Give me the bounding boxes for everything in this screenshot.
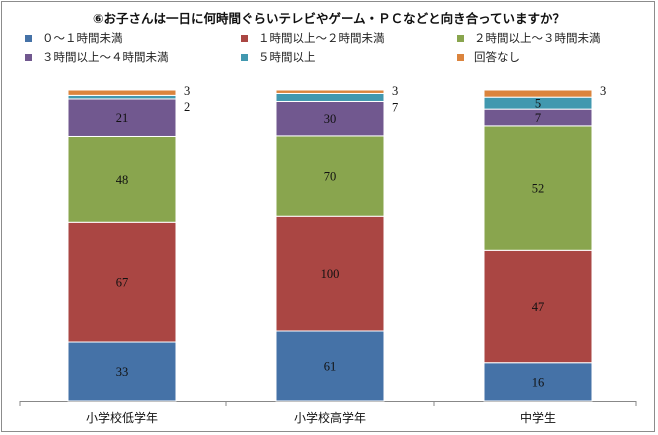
data-label: 21 [116, 111, 129, 125]
legend-swatch [457, 53, 464, 61]
legend-swatch [241, 53, 248, 61]
legend-swatch [457, 34, 464, 42]
data-label: 16 [532, 375, 545, 389]
legend-item-0-1h: ０～１時間未満 [25, 30, 123, 46]
data-label: 48 [116, 173, 129, 187]
legend-item-3-4h: ３時間以上～４時間未満 [25, 49, 169, 65]
legend-label: １時間以上～２時間未満 [258, 31, 385, 45]
data-label: 33 [116, 365, 129, 379]
data-label: 3 [184, 84, 190, 98]
legend-item-2-3h: ２時間以上～３時間未満 [457, 30, 601, 46]
bar-segment [67, 89, 177, 96]
data-label: 30 [324, 112, 337, 126]
data-label: 2 [184, 100, 190, 114]
legend-label: ３時間以上～４時間未満 [42, 50, 169, 64]
chart-title: ⑥お子さんは一日に何時間ぐらいテレビやゲーム・ＰＣなどと向き合っていますか？ [92, 11, 566, 26]
legend-swatch [25, 34, 32, 42]
bar-segment [67, 98, 177, 137]
category-label: 中学生 [520, 410, 556, 425]
legend-label: ２時間以上～３時間未満 [474, 31, 601, 45]
data-label: 100 [321, 267, 340, 281]
data-label: 5 [535, 97, 541, 111]
data-label: 52 [532, 182, 545, 196]
data-label: 47 [532, 300, 545, 314]
bar-segment [67, 135, 177, 223]
legend-item-1-2h: １時間以上～２時間未満 [241, 30, 385, 46]
bar-segment [275, 135, 385, 217]
legend-swatch [241, 34, 248, 42]
bar-segment [275, 100, 385, 137]
category-label: 小学校低学年 [86, 410, 158, 425]
category-label: 小学校高学年 [294, 410, 366, 425]
data-label: 61 [324, 359, 337, 373]
legend-item-5h-plus: ５時間以上 [241, 49, 316, 65]
legend-label: ５時間以上 [258, 50, 316, 64]
bar-segment [67, 221, 177, 343]
legend-item-no-answer: 回答なし [457, 49, 520, 65]
bar-segment [275, 215, 385, 332]
data-label: 70 [324, 170, 337, 184]
data-label: 67 [116, 276, 129, 290]
data-label: 3 [392, 84, 398, 98]
data-label: 7 [535, 111, 541, 125]
bar-segment [67, 341, 177, 402]
bar-segment [67, 94, 177, 100]
legend-label: 回答なし [474, 50, 520, 64]
data-label: 3 [600, 84, 606, 98]
bar-segment [275, 92, 385, 102]
bar-segment [275, 89, 385, 94]
bar-segment [483, 249, 593, 364]
legend-label: ０～１時間未満 [42, 31, 123, 45]
legend-swatch [25, 53, 32, 61]
bar-segment [483, 362, 593, 402]
bar-segment [275, 330, 385, 402]
data-label: 7 [392, 100, 398, 114]
bar-segment [483, 89, 593, 98]
